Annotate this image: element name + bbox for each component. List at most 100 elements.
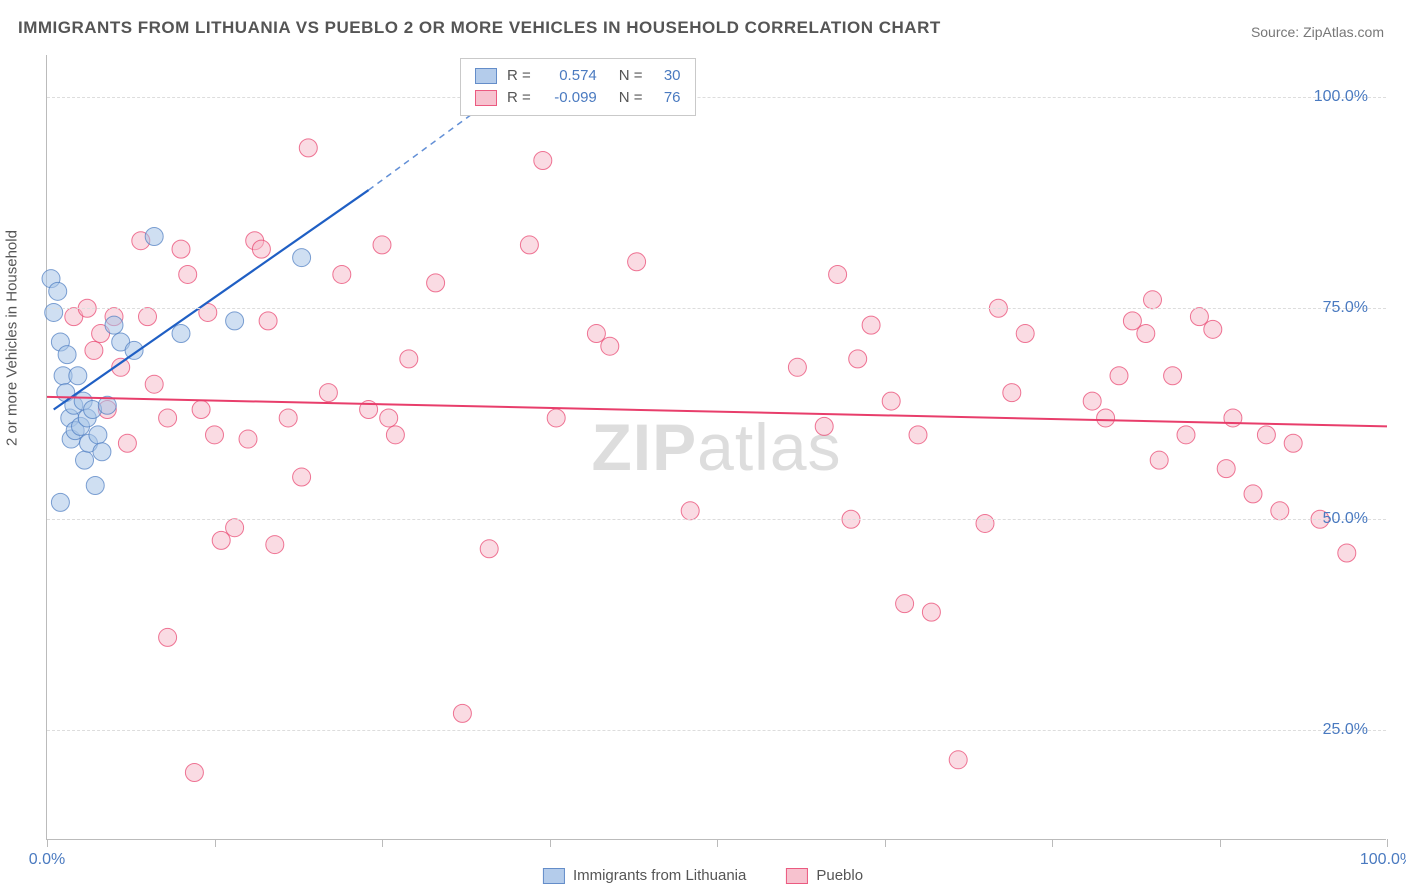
scatter-point bbox=[179, 265, 197, 283]
x-tick bbox=[215, 839, 216, 847]
scatter-point bbox=[145, 227, 163, 245]
y-tick-label: 75.0% bbox=[1323, 299, 1368, 317]
source-attribution: Source: ZipAtlas.com bbox=[1251, 24, 1384, 40]
scatter-point bbox=[547, 409, 565, 427]
scatter-point bbox=[279, 409, 297, 427]
scatter-point bbox=[252, 240, 270, 258]
scatter-point bbox=[1177, 426, 1195, 444]
scatter-point bbox=[206, 426, 224, 444]
scatter-point bbox=[1257, 426, 1275, 444]
scatter-point bbox=[1110, 367, 1128, 385]
x-tick bbox=[1387, 839, 1388, 847]
legend-r-label: R = bbox=[507, 87, 531, 109]
scatter-point bbox=[882, 392, 900, 410]
scatter-point bbox=[58, 346, 76, 364]
scatter-point bbox=[788, 358, 806, 376]
scatter-point bbox=[192, 401, 210, 419]
scatter-point bbox=[226, 519, 244, 537]
scatter-point bbox=[815, 417, 833, 435]
scatter-point bbox=[1144, 291, 1162, 309]
x-tick-label: 0.0% bbox=[29, 851, 65, 869]
scatter-point bbox=[386, 426, 404, 444]
correlation-legend: R =0.574N =30R =-0.099N =76 bbox=[460, 58, 696, 116]
scatter-point bbox=[453, 704, 471, 722]
scatter-point bbox=[86, 476, 104, 494]
scatter-point bbox=[226, 312, 244, 330]
legend-row: R = -0.099 N = 76 bbox=[475, 87, 681, 109]
x-tick-label: 100.0% bbox=[1360, 851, 1406, 869]
scatter-point bbox=[849, 350, 867, 368]
scatter-point bbox=[601, 337, 619, 355]
x-tick bbox=[1220, 839, 1221, 847]
scatter-point bbox=[293, 468, 311, 486]
scatter-svg bbox=[47, 55, 1386, 839]
scatter-point bbox=[373, 236, 391, 254]
scatter-point bbox=[1150, 451, 1168, 469]
chart-title: IMMIGRANTS FROM LITHUANIA VS PUEBLO 2 OR… bbox=[18, 18, 941, 38]
scatter-point bbox=[76, 451, 94, 469]
gridline-h bbox=[47, 519, 1386, 520]
scatter-point bbox=[427, 274, 445, 292]
scatter-point bbox=[185, 763, 203, 781]
scatter-point bbox=[949, 751, 967, 769]
scatter-point bbox=[628, 253, 646, 271]
gridline-h bbox=[47, 308, 1386, 309]
scatter-point bbox=[587, 325, 605, 343]
scatter-point bbox=[333, 265, 351, 283]
scatter-point bbox=[85, 341, 103, 359]
legend-swatch bbox=[475, 90, 497, 106]
scatter-point bbox=[93, 443, 111, 461]
scatter-point bbox=[1083, 392, 1101, 410]
scatter-point bbox=[829, 265, 847, 283]
bottom-legend-label: Immigrants from Lithuania bbox=[573, 867, 746, 884]
legend-r-value: 0.574 bbox=[541, 65, 597, 87]
scatter-point bbox=[976, 514, 994, 532]
x-tick bbox=[47, 839, 48, 847]
scatter-point bbox=[1190, 308, 1208, 326]
legend-row: R =0.574N =30 bbox=[475, 65, 681, 87]
gridline-h bbox=[47, 97, 1386, 98]
legend-n-label: N = bbox=[619, 65, 643, 87]
scatter-point bbox=[1016, 325, 1034, 343]
scatter-point bbox=[1097, 409, 1115, 427]
scatter-point bbox=[480, 540, 498, 558]
scatter-point bbox=[259, 312, 277, 330]
y-tick-label: 50.0% bbox=[1323, 510, 1368, 528]
scatter-point bbox=[1204, 320, 1222, 338]
legend-n-label: N = bbox=[619, 87, 643, 109]
scatter-point bbox=[1164, 367, 1182, 385]
scatter-point bbox=[239, 430, 257, 448]
legend-swatch bbox=[543, 868, 565, 884]
legend-n-value: 76 bbox=[653, 87, 681, 109]
legend-swatch bbox=[786, 868, 808, 884]
scatter-point bbox=[681, 502, 699, 520]
scatter-point bbox=[266, 536, 284, 554]
scatter-point bbox=[1217, 460, 1235, 478]
scatter-point bbox=[105, 316, 123, 334]
scatter-point bbox=[293, 249, 311, 267]
bottom-legend-label: Pueblo bbox=[816, 867, 863, 884]
x-tick bbox=[382, 839, 383, 847]
legend-r-value: -0.099 bbox=[541, 87, 597, 109]
scatter-point bbox=[89, 426, 107, 444]
trend-line bbox=[47, 397, 1387, 427]
scatter-point bbox=[69, 367, 87, 385]
scatter-point bbox=[159, 628, 177, 646]
legend-swatch bbox=[475, 68, 497, 84]
scatter-point bbox=[1123, 312, 1141, 330]
plot-area: ZIPatlas 25.0%50.0%75.0%100.0%0.0%100.0% bbox=[46, 55, 1386, 840]
scatter-point bbox=[172, 325, 190, 343]
scatter-point bbox=[139, 308, 157, 326]
scatter-point bbox=[45, 303, 63, 321]
scatter-point bbox=[534, 152, 552, 170]
legend-r-label: R = bbox=[507, 65, 531, 87]
y-axis-label: 2 or more Vehicles in Household bbox=[4, 230, 21, 446]
scatter-point bbox=[909, 426, 927, 444]
scatter-point bbox=[896, 595, 914, 613]
scatter-point bbox=[118, 434, 136, 452]
scatter-point bbox=[51, 493, 69, 511]
bottom-legend-item: Pueblo bbox=[786, 867, 863, 884]
scatter-point bbox=[1338, 544, 1356, 562]
scatter-point bbox=[1244, 485, 1262, 503]
x-tick bbox=[550, 839, 551, 847]
